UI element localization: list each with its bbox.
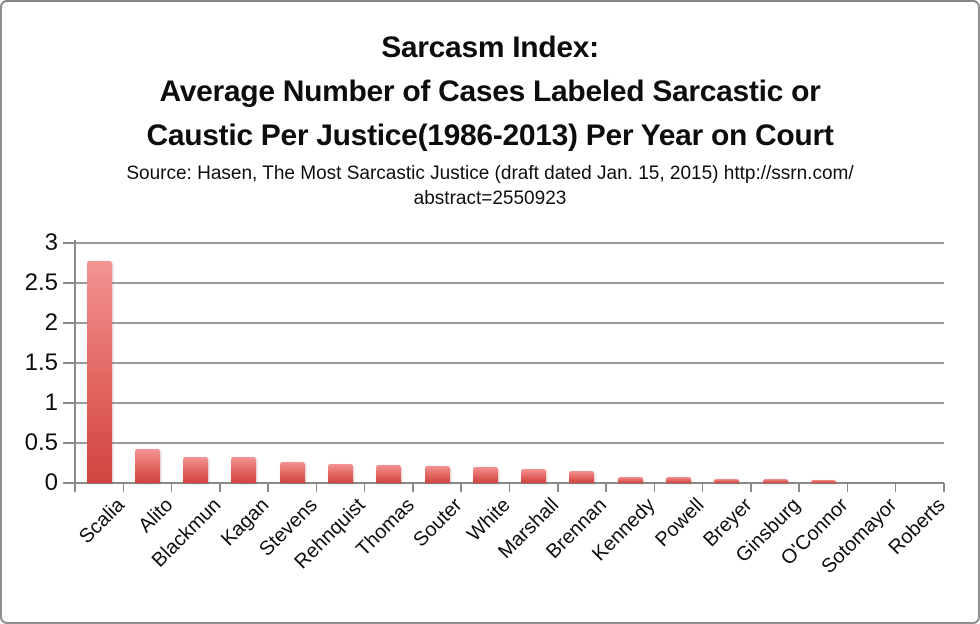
x-tick — [750, 483, 752, 492]
bar-thomas — [376, 464, 402, 483]
chart-title-line-3: Caustic Per Justice(1986-2013) Per Year … — [146, 119, 834, 152]
chart-title-line-1: Sarcasm Index: — [381, 31, 599, 64]
bar-oconnor — [810, 479, 836, 483]
y-tick-label: 1 — [44, 389, 58, 416]
bar-blackmun — [183, 456, 209, 483]
bar-white — [472, 467, 498, 483]
x-tick — [894, 483, 897, 492]
y-tick — [63, 442, 75, 444]
source-line-2: abstract=2550923 — [413, 188, 567, 209]
bar-ginsburg — [762, 479, 788, 483]
x-category-label: Powell — [650, 494, 709, 552]
bar-powell — [665, 477, 691, 483]
gridline — [75, 322, 944, 324]
gridline — [75, 282, 944, 284]
bar-souter — [424, 466, 450, 483]
x-tick — [412, 483, 414, 492]
y-tick — [63, 402, 75, 404]
x-tick — [219, 483, 221, 492]
gridline — [75, 402, 944, 404]
x-tick — [508, 483, 511, 492]
x-category-label: Scalia — [74, 494, 129, 549]
y-tick — [63, 362, 75, 364]
y-axis — [74, 240, 76, 485]
bar-kennedy — [617, 476, 643, 483]
y-tick — [63, 482, 75, 484]
x-tick — [943, 483, 945, 492]
bar-breyer — [714, 479, 740, 483]
x-tick — [846, 483, 849, 492]
y-tick-label: 0 — [44, 469, 58, 496]
x-tick — [363, 483, 366, 492]
bar-scalia — [86, 260, 112, 483]
bar-stevens — [279, 462, 305, 483]
y-tick — [63, 282, 75, 284]
x-tick — [460, 483, 462, 492]
bar-alito — [134, 448, 160, 483]
chart-header: Sarcasm Index: Average Number of Cases L… — [2, 26, 978, 211]
x-tick — [557, 483, 559, 492]
x-tick — [122, 483, 125, 492]
x-tick — [798, 483, 800, 492]
x-category-label: Souter — [409, 494, 467, 552]
bar-kagan — [231, 456, 257, 483]
y-tick — [63, 242, 75, 244]
chart-title-line-2: Average Number of Cases Labeled Sarcasti… — [159, 75, 821, 108]
x-tick — [653, 483, 656, 492]
y-tick-label: 2 — [44, 309, 58, 336]
x-tick — [315, 483, 318, 492]
x-tick — [170, 483, 173, 492]
gridline — [75, 442, 944, 444]
bar-marshall — [521, 469, 547, 483]
x-tick — [605, 483, 607, 492]
y-tick-label: 2.5 — [24, 269, 58, 296]
gridline — [75, 362, 944, 364]
x-tick — [267, 483, 269, 492]
source-line-1: Source: Hasen, The Most Sarcastic Justic… — [126, 163, 854, 184]
bar-brennan — [569, 471, 595, 483]
source-attribution: Source: Hasen, The Most Sarcastic Justic… — [2, 161, 978, 211]
bar-rehnquist — [328, 463, 354, 483]
x-tick — [74, 483, 76, 492]
y-tick — [63, 322, 75, 324]
y-tick-label: 3 — [44, 229, 58, 256]
x-tick — [701, 483, 704, 492]
gridline — [75, 242, 944, 244]
y-tick-label: 1.5 — [24, 349, 58, 376]
y-tick-label: 0.5 — [24, 429, 58, 456]
